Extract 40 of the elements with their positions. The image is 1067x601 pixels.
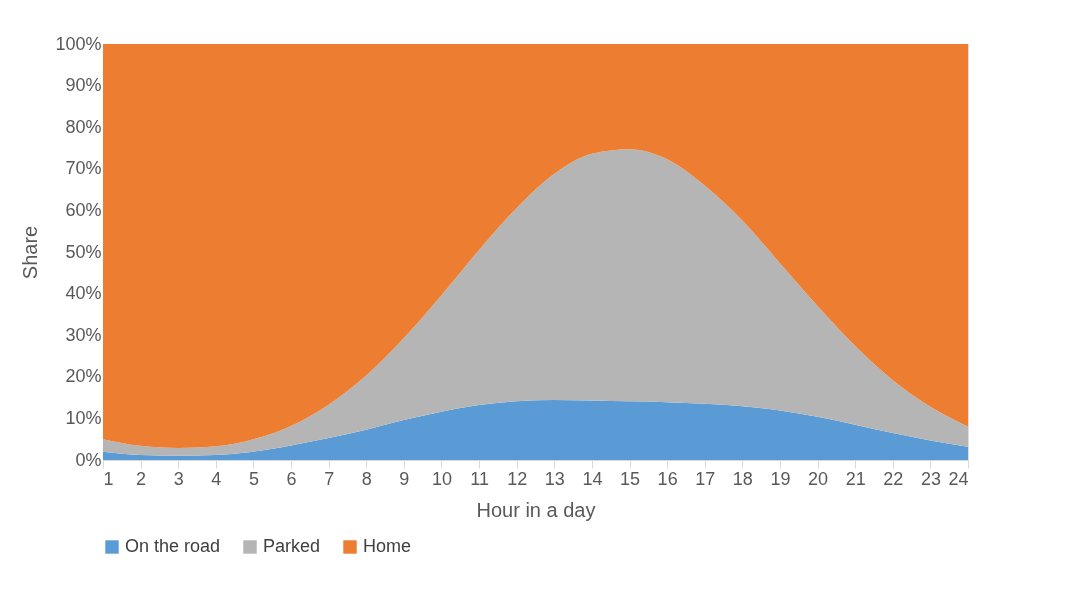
- x-tick-label: 1: [103, 468, 114, 489]
- x-tick-label: 17: [695, 468, 716, 489]
- legend-label: Parked: [263, 536, 321, 556]
- x-tick-label: 11: [470, 468, 489, 489]
- x-tick-label: 6: [286, 468, 297, 489]
- x-tick-label: 23: [920, 468, 941, 489]
- x-tick-label: 7: [324, 468, 335, 489]
- y-tick-label: 70%: [65, 158, 102, 179]
- legend-label: Home: [363, 536, 412, 556]
- x-tick-label: 22: [883, 468, 904, 489]
- x-tick-label: 15: [620, 468, 641, 489]
- x-tick-label: 13: [544, 468, 565, 489]
- x-tick-label: 24: [948, 468, 969, 489]
- x-tick-label: 18: [732, 468, 753, 489]
- x-tick-label: 21: [845, 468, 866, 489]
- x-tick-label: 12: [507, 468, 528, 489]
- x-tick-label: 16: [657, 468, 678, 489]
- x-tick-label: 4: [211, 468, 222, 489]
- x-tick-label: 20: [808, 468, 829, 489]
- x-tick-label: 14: [582, 468, 603, 489]
- y-tick-label: 30%: [65, 324, 102, 345]
- x-tick-label: 9: [399, 468, 410, 489]
- legend-label: On the road: [125, 536, 221, 556]
- y-tick-label: 60%: [65, 199, 102, 220]
- x-tick-label: 2: [136, 468, 147, 489]
- y-tick-label: 10%: [65, 407, 102, 428]
- y-tick-label: 20%: [65, 366, 102, 387]
- y-tick-label: 50%: [65, 241, 102, 262]
- y-axis-title: Share: [19, 225, 42, 280]
- y-tick-label: 0%: [75, 449, 102, 470]
- x-tick-label: 19: [770, 468, 791, 489]
- x-axis-title: Hour in a day: [476, 498, 596, 521]
- x-tick-label: 3: [173, 468, 184, 489]
- x-tick-label: 5: [248, 468, 259, 489]
- y-tick-label: 90%: [65, 75, 102, 96]
- y-tick-label: 80%: [65, 116, 102, 137]
- x-tick-label: 10: [431, 468, 452, 489]
- x-tick-label: 8: [361, 468, 372, 489]
- y-tick-label: 100%: [55, 33, 102, 54]
- y-tick-label: 40%: [65, 283, 102, 304]
